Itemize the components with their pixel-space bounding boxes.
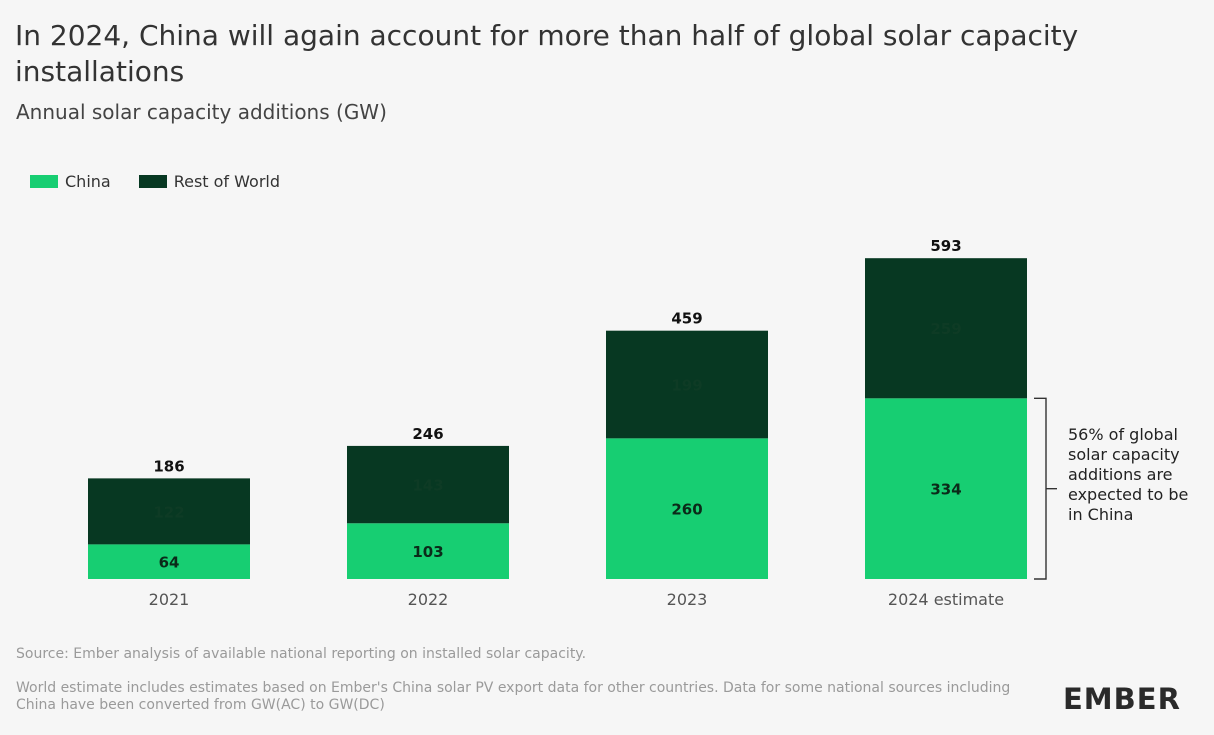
data-label-china: 260: [671, 501, 702, 519]
legend-item-china: China: [30, 172, 111, 191]
data-label-rest-of-world: 143: [412, 477, 443, 495]
data-label-china: 334: [930, 481, 961, 499]
bar-segment-rest-of-world: [606, 330, 768, 439]
methodology-note: World estimate includes estimates based …: [16, 680, 1011, 713]
data-label-rest-of-world: 259: [930, 320, 961, 338]
x-tick-label: 2024 estimate: [888, 590, 1004, 609]
bar-segment-rest-of-world: [347, 445, 509, 524]
bar-segment-china: [88, 544, 250, 579]
ember-logo: EMBER: [1063, 682, 1181, 716]
bar-segment-rest-of-world: [865, 258, 1027, 399]
data-label-china: 103: [412, 543, 443, 561]
bar-segment-china: [606, 438, 768, 579]
chart-subtitle: Annual solar capacity additions (GW): [16, 100, 387, 124]
legend-label-china: China: [65, 172, 111, 191]
total-label: 186: [153, 457, 184, 475]
total-label: 246: [412, 425, 443, 443]
chart-title: In 2024, China will again account for mo…: [15, 19, 1079, 88]
annotation-bracket: [1034, 397, 1057, 580]
total-label: 459: [671, 310, 702, 328]
data-label-china: 64: [159, 554, 180, 572]
legend-item-rest-of-world: Rest of World: [138, 172, 280, 191]
bar-segment-china: [865, 398, 1027, 579]
chart-legend: China Rest of World: [30, 172, 280, 191]
legend-swatch-china: [30, 175, 58, 188]
x-tick-label: 2021: [149, 590, 190, 609]
source-note: Source: Ember analysis of available nati…: [16, 646, 587, 662]
legend-label-rest-of-world: Rest of World: [173, 172, 280, 191]
china-share-annotation: 56% of global solar capacity additions a…: [1068, 425, 1189, 524]
legend-swatch-rest-of-world: [138, 175, 167, 188]
data-label-rest-of-world: 122: [153, 503, 184, 521]
bar-segment-china: [347, 523, 509, 579]
x-tick-label: 2023: [667, 590, 708, 609]
x-tick-label: 2022: [408, 590, 449, 609]
total-label: 593: [930, 237, 961, 255]
bar-segment-rest-of-world: [88, 478, 250, 545]
data-label-rest-of-world: 199: [671, 377, 702, 395]
